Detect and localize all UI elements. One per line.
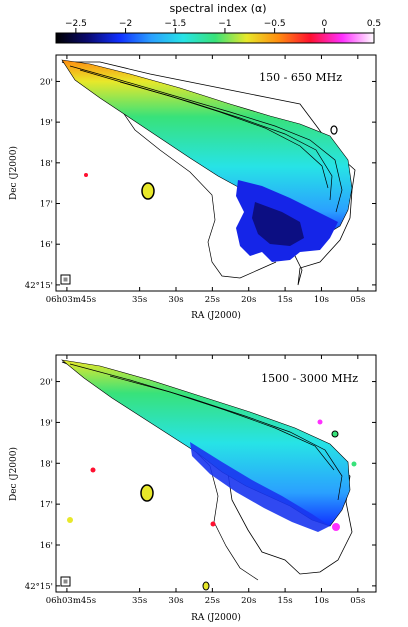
x-tick-label: 06h03m45s (46, 295, 96, 305)
x-tick-label: 30s (168, 596, 183, 606)
x-tick-label: 25s (205, 596, 220, 606)
panel-top-axes: 06h03m45s 35s 30s 25s 20s 15s 10s 05s 42°15' 16' 1… (25, 55, 376, 305)
y-tick-label: 17' (40, 200, 53, 210)
y-tick-label: 20' (40, 77, 53, 87)
panel-bottom-xlabel: RA (J2000) (191, 612, 241, 623)
colorbar-label: spectral index (α) (169, 2, 266, 15)
southern-lobe-core (252, 202, 304, 246)
western-contour (94, 77, 277, 279)
y-tick-label: 19' (40, 418, 53, 428)
colorbar-bar (55, 32, 375, 44)
y-tick-label: 42°15' (25, 582, 53, 592)
compact-source (332, 523, 340, 531)
x-tick-label: 05s (350, 295, 365, 305)
y-tick-label: 16' (40, 240, 53, 250)
y-tick-label: 18' (40, 159, 53, 169)
x-tick-label: 35s (132, 596, 147, 606)
compact-source (90, 467, 96, 473)
panel-bottom: 1500 - 3000 MHz 06h03m45s 35s 30s 25s 20s 15s… (8, 354, 377, 623)
x-tick-label: 20s (241, 596, 256, 606)
x-tick-label: 35s (132, 295, 147, 305)
panel-bottom-map (60, 359, 357, 591)
colorbar-tick-label: −0.5 (264, 19, 286, 29)
panel-top-ylabel: Dec (J2000) (8, 146, 19, 200)
beam-marker-inner (63, 579, 68, 584)
x-tick-label: 10s (314, 295, 329, 305)
panel-bottom-label: 1500 - 3000 MHz (261, 372, 358, 385)
x-tick-label: 06h03m45s (46, 596, 96, 606)
panel-top-map (60, 59, 356, 286)
compact-source (67, 517, 73, 523)
panel-bottom-axes: 06h03m45s 35s 30s 25s 20s 15s 10s 05s 42°15' 16' 1… (25, 355, 376, 606)
compact-source (330, 125, 338, 135)
panel-top-frame (55, 54, 377, 292)
colorbar-tick-label: −2.5 (65, 19, 87, 29)
y-tick-label: 19' (40, 118, 53, 128)
inner-contour-2 (109, 375, 335, 471)
panel-top: 150 - 650 MHz 06h03m45s 35s 30s 25s 20s 15s 10… (8, 54, 377, 321)
colorbar-tick-label: −1.5 (164, 19, 186, 29)
compact-source (210, 521, 216, 527)
panel-top-xlabel: RA (J2000) (191, 310, 241, 321)
x-tick-label: 20s (241, 295, 256, 305)
compact-source (202, 581, 210, 591)
compact-source (331, 430, 339, 438)
colorbar-tick-label: 0 (321, 19, 327, 29)
colorbar-tick-label: −1 (218, 19, 231, 29)
y-tick-label: 18' (40, 459, 53, 469)
colorbar: spectral index (α) −2.5 −2 −1.5 −1 −0.5 0 0.5 (55, 2, 381, 44)
y-tick-label: 42°15' (25, 281, 53, 291)
colorbar-tick-label: −2 (119, 19, 132, 29)
y-tick-label: 17' (40, 500, 53, 510)
compact-source (140, 484, 154, 502)
inner-contour-1 (69, 363, 343, 501)
beam-marker (60, 274, 71, 285)
x-tick-label: 10s (314, 596, 329, 606)
x-tick-label: 25s (205, 295, 220, 305)
colorbar-tick-label: 0.5 (367, 19, 381, 29)
panel-bottom-frame (55, 354, 377, 593)
x-tick-label: 05s (350, 596, 365, 606)
beam-marker-inner (63, 277, 68, 282)
panel-bottom-ylabel: Dec (J2000) (8, 447, 19, 501)
compact-source (84, 173, 88, 177)
y-tick-label: 20' (40, 378, 53, 388)
x-tick-label: 15s (277, 596, 292, 606)
colorbar-ticks: −2.5 −2 −1.5 −1 −0.5 0 0.5 (65, 19, 381, 33)
y-tick-label: 16' (40, 541, 53, 551)
panel-top-label: 150 - 650 MHz (259, 71, 342, 84)
compact-source (317, 419, 323, 425)
inner-contour-1 (69, 65, 343, 213)
beam-marker (60, 576, 71, 587)
x-tick-label: 15s (277, 295, 292, 305)
compact-source (141, 182, 155, 200)
compact-source (351, 461, 357, 467)
southern-edge (190, 442, 330, 532)
x-tick-label: 30s (168, 295, 183, 305)
inner-contour-3 (119, 81, 329, 189)
